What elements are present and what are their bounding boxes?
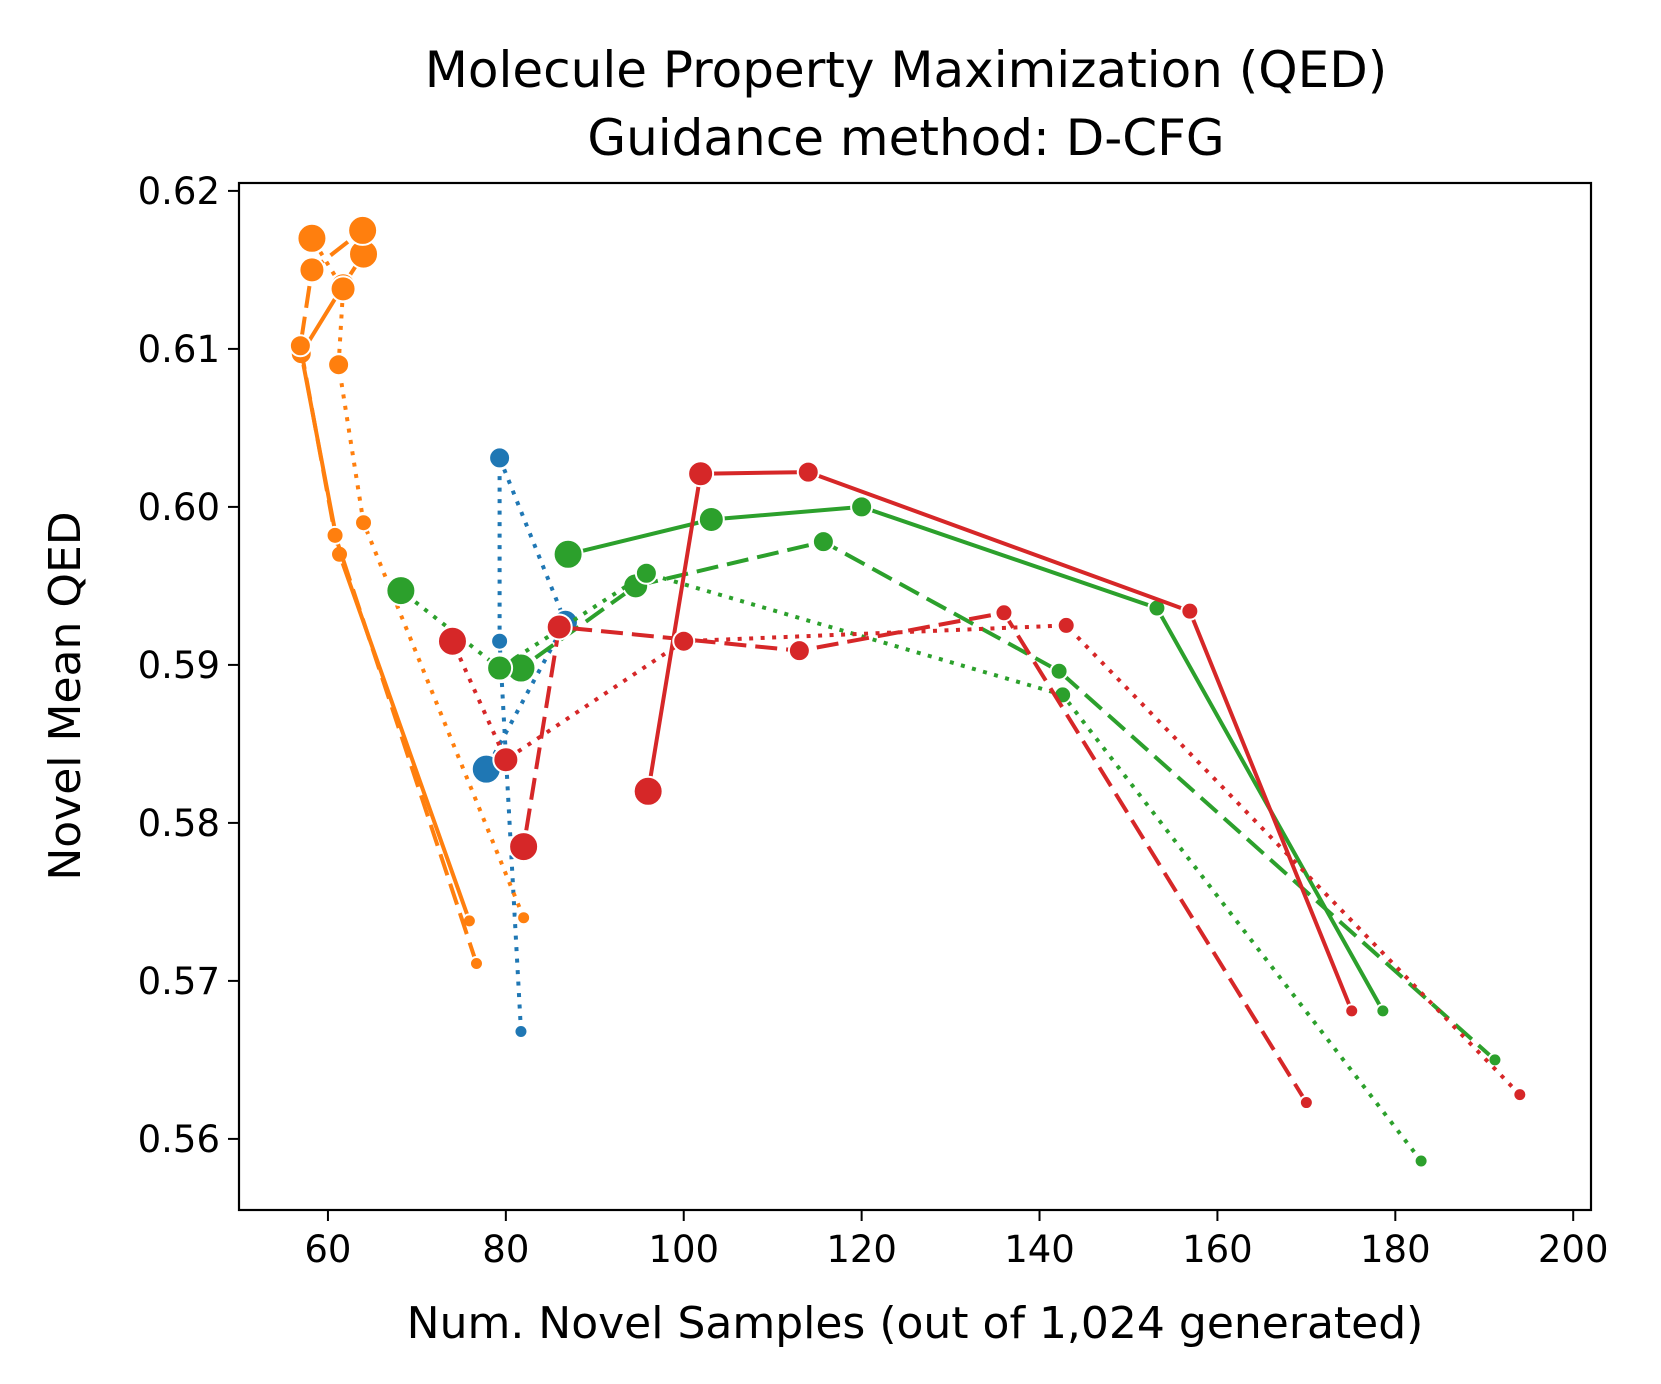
series-layer [288,214,1528,1169]
y-axis: 0.56 0.57 0.58 0.59 0.60 0.61 0.62 [138,170,239,1161]
data-point [492,746,520,774]
data-point [516,910,532,926]
data-point [796,460,820,484]
data-point [1487,1052,1503,1068]
x-tick-label: 80 [482,1228,529,1271]
data-point [513,1023,529,1039]
data-point [634,561,658,585]
series-line [299,253,472,922]
data-point [436,625,468,657]
data-point [385,575,417,607]
plot-frame [237,181,1593,1212]
series-solid [289,238,477,929]
series-line [399,571,1423,1163]
x-tick-label: 60 [304,1228,351,1271]
series-line [484,455,568,1032]
data-point [325,525,345,545]
x-tick-label: 140 [1004,1228,1075,1271]
y-tick-label: 0.61 [138,328,220,371]
data-point [1056,615,1076,635]
chart-subtitle: Guidance method: D-CFG [587,109,1224,167]
series-dotted [436,615,1528,1103]
series-line [310,237,526,919]
data-point [687,460,715,488]
series-dotted [470,446,579,1039]
data-point [327,353,351,377]
series-line [567,504,1385,1012]
data-point [697,506,725,534]
data-point [1180,601,1200,621]
data-point [298,256,326,284]
data-point [508,831,540,863]
y-tick-label: 0.58 [138,802,220,845]
series-dashed [508,603,1314,1111]
y-tick-label: 0.60 [138,486,220,529]
data-point [787,639,811,663]
data-point [1049,661,1069,681]
data-point [354,513,374,533]
data-point [632,775,664,807]
data-point [288,334,312,358]
data-point [850,495,874,519]
series-dotted [385,561,1429,1169]
data-point [672,629,696,653]
series-dashed [505,530,1503,1068]
data-point [329,275,357,303]
x-axis: 60 80 100 120 140 160 180 200 [304,1210,1609,1271]
series-dotted [296,222,532,926]
data-point [552,538,584,570]
x-tick-label: 180 [1360,1228,1431,1271]
y-tick-label: 0.62 [138,170,220,213]
data-point [1375,1003,1391,1019]
series-line [298,228,479,965]
chart-title: Molecule Property Maximization (QED) [425,41,1387,99]
y-tick-label: 0.56 [138,1118,220,1161]
series-solid [632,460,1360,1019]
series-line [450,623,1522,1097]
data-point [1413,1153,1429,1169]
data-point [811,530,835,554]
data-point [1298,1095,1314,1111]
data-point [488,446,512,470]
x-tick-label: 100 [648,1228,719,1271]
data-point [296,222,328,254]
data-point [1512,1087,1528,1103]
data-point [468,956,484,972]
data-point [490,631,510,651]
y-tick-label: 0.57 [138,960,220,1003]
x-axis-label: Num. Novel Samples (out of 1,024 generat… [407,1298,1424,1349]
y-axis-label: Novel Mean QED [40,511,91,880]
series-solid [552,495,1391,1019]
data-point [994,603,1014,623]
x-tick-label: 200 [1538,1228,1609,1271]
series-dashed [288,214,484,972]
x-tick-label: 160 [1182,1228,1253,1271]
y-tick-label: 0.59 [138,644,220,687]
data-point [347,214,379,246]
x-tick-label: 120 [826,1228,897,1271]
data-point [1344,1003,1360,1019]
data-point [486,654,514,682]
data-point [545,613,573,641]
